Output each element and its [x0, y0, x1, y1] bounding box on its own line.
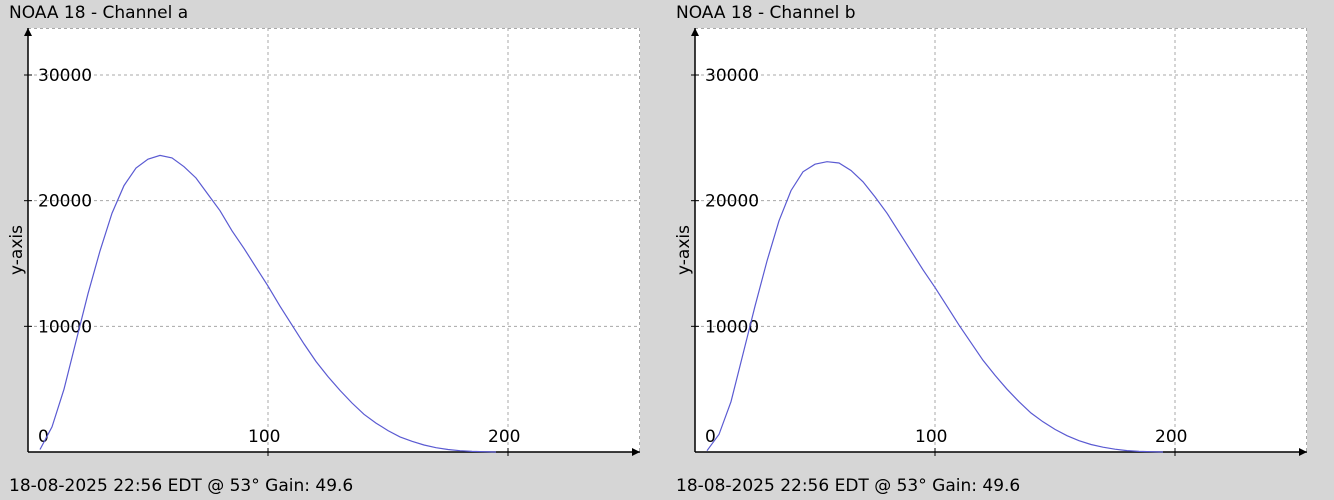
x-tick-label: 0	[705, 427, 716, 447]
chart-plot-b: 0 100 200 10000 20000 30000 y-axis	[674, 28, 1307, 456]
x-axis-arrow-icon	[1299, 448, 1307, 456]
y-tick-label: 10000	[38, 317, 92, 337]
chart-footer-status: 18-08-2025 22:56 EDT @ 53° Gain: 49.6	[9, 476, 354, 496]
y-tick-label: 30000	[705, 66, 759, 86]
x-tick-label: 100	[248, 427, 280, 447]
y-tick-label: 20000	[705, 192, 759, 212]
y-axis-label: y-axis	[674, 225, 694, 275]
chart-panel-b: NOAA 18 - Channel b 0 100 200 10000 20000 300…	[667, 0, 1327, 500]
y-tick-label: 20000	[38, 192, 92, 212]
series-line	[39, 154, 497, 453]
x-tick-label: 0	[38, 427, 49, 447]
y-tick-label: 10000	[705, 317, 759, 337]
chart-plot-a: 0 100 200 10000 20000 30000 y-axis	[7, 28, 640, 456]
y-tick-label: 30000	[38, 66, 92, 86]
y-axis-arrow-icon	[24, 28, 32, 36]
chart-panel-a: NOAA 18 - Channel a 0 100 200 10000 20000 300…	[0, 0, 660, 500]
series-line	[706, 161, 1164, 453]
chart-title: NOAA 18 - Channel a	[9, 3, 189, 23]
plot-area	[28, 28, 640, 452]
plot-area	[695, 28, 1307, 452]
chart-footer-status: 18-08-2025 22:56 EDT @ 53° Gain: 49.6	[676, 476, 1021, 496]
chart-title: NOAA 18 - Channel b	[676, 3, 856, 23]
x-tick-label: 100	[915, 427, 947, 447]
x-tick-label: 200	[488, 427, 520, 447]
y-axis-arrow-icon	[691, 28, 699, 36]
x-axis-arrow-icon	[632, 448, 640, 456]
y-axis-label: y-axis	[7, 225, 27, 275]
x-tick-label: 200	[1155, 427, 1187, 447]
